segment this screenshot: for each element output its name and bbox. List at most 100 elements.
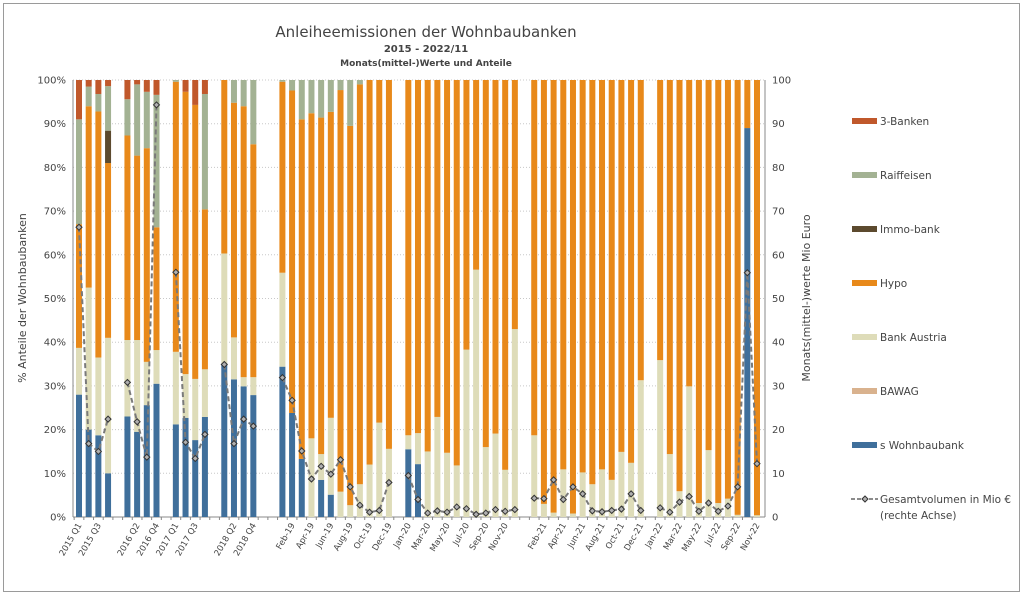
bar-segment-hypo: [85, 106, 92, 288]
bar-segment-raiffeisen: [134, 84, 141, 156]
line-point-marker: [685, 492, 693, 501]
bar-segment-hypo: [347, 125, 354, 506]
bar-segment-hypo: [298, 119, 305, 459]
line-point-marker: [753, 459, 761, 468]
right-axis: 0 10 20 30 40 50 60 70 80 90 100: [772, 76, 791, 524]
right-tick-label: 100: [772, 76, 791, 87]
line-point-marker: [443, 508, 451, 516]
line-point-marker: [433, 507, 442, 515]
bar-segment-s-wohnbaubank: [221, 363, 228, 517]
bar-segment-raiffeisen: [95, 93, 102, 112]
line-point-marker: [617, 505, 626, 513]
bar-segment-bank-austria: [569, 513, 576, 517]
line-point-marker: [249, 422, 258, 430]
bar-segment-bank-austria: [376, 422, 383, 517]
chart-title: Anleiheemissionen der Wohnbaubanken: [275, 23, 576, 41]
line-point-marker: [569, 483, 577, 491]
line-point-marker: [201, 430, 209, 439]
bar-segment-raiffeisen: [76, 119, 82, 225]
bar-segment-raiffeisen: [153, 94, 160, 228]
bar-segment-hypo: [657, 80, 664, 361]
bar-segment-bank-austria: [221, 253, 228, 364]
bar-segment-hypo: [608, 80, 615, 480]
bar-segment-bank-austria: [105, 337, 112, 474]
left-tick-label: 90%: [44, 119, 66, 130]
line-point-marker: [133, 418, 141, 426]
bar-segment-3-banken: [76, 80, 82, 120]
legend-label: Gesamtvolumen in Mio €: [880, 494, 1011, 506]
bar-segment-hypo: [327, 111, 334, 418]
line-point-marker: [578, 490, 587, 498]
right-tick-label: 50: [772, 294, 785, 305]
bar-segment-hypo: [444, 80, 451, 453]
line-segment: [281, 377, 390, 514]
line-point-marker: [675, 498, 684, 506]
bar-segment-hypo: [124, 135, 131, 341]
bar-segment-hypo: [240, 106, 247, 378]
line-point-marker: [453, 503, 461, 511]
line-segment: [78, 227, 110, 454]
bar-segment-3-banken: [201, 80, 208, 94]
right-tick-label: 30: [772, 381, 785, 392]
line-point-marker: [588, 507, 597, 515]
bar-segment-hypo: [405, 80, 412, 436]
line-point-marker: [540, 494, 548, 503]
bar-segment-bank-austria: [192, 378, 199, 441]
line-point-marker: [123, 378, 132, 387]
bar-segment-raiffeisen: [240, 80, 247, 107]
line-point-marker: [172, 268, 180, 276]
bar-segment-hypo: [637, 80, 644, 381]
bar-segment-hypo: [579, 80, 586, 473]
bar-segment-bank-austria: [666, 454, 673, 517]
bar-segment-bank-austria: [95, 357, 102, 436]
bar-segment-raiffeisen: [356, 80, 363, 85]
bar-segment-hypo: [599, 80, 606, 470]
bar-segment-hypo: [289, 90, 296, 413]
bar-segment-bank-austria: [511, 329, 518, 517]
bar-segment-bank-austria: [434, 416, 441, 517]
bar-segment-bank-austria: [172, 351, 179, 425]
bar-segment-hypo: [715, 80, 722, 504]
line-point-marker: [94, 447, 103, 456]
bar-segment-s-wohnbaubank: [95, 435, 102, 517]
line-point-marker: [714, 507, 722, 516]
bar-segment-bank-austria: [754, 515, 760, 517]
line-point-marker: [530, 494, 538, 502]
line-point-marker: [365, 508, 374, 516]
line-point-marker: [423, 509, 432, 517]
line-point-marker: [414, 495, 422, 504]
line-point-marker: [743, 269, 752, 277]
bar-segment-bank-austria: [502, 469, 509, 517]
bar-segment-s-wohnbaubank: [192, 440, 199, 517]
line-point-marker: [559, 495, 567, 504]
left-tick-label: 10%: [44, 469, 66, 480]
bar-segment-s-wohnbaubank: [172, 424, 179, 517]
bar-segment-hypo: [686, 80, 693, 387]
legend-swatch: [852, 226, 877, 232]
line-point-marker: [239, 415, 248, 423]
bar-segment-hypo: [385, 80, 392, 449]
line-point-marker: [84, 439, 93, 448]
bar-segment-hypo: [143, 148, 150, 362]
bar-segment-bank-austria: [356, 484, 363, 517]
bar-segment-hypo: [356, 84, 363, 485]
right-tick-label: 40: [772, 338, 785, 349]
bar-segment-hypo: [705, 80, 712, 451]
bar-segment-bank-austria: [492, 433, 499, 517]
line-point-marker: [704, 499, 713, 507]
bar-segment-s-wohnbaubank: [415, 464, 421, 517]
bar-segment-bank-austria: [550, 512, 557, 517]
bar-segment-bank-austria: [618, 451, 625, 517]
line-point-marker: [724, 502, 732, 510]
line-point-marker: [327, 470, 335, 478]
line-point-marker: [501, 507, 509, 516]
bar-segment-hypo: [628, 80, 635, 463]
bar-segment-s-wohnbaubank: [250, 395, 257, 517]
bar-segment-bank-austria: [337, 491, 344, 517]
bar-segment-hypo: [134, 155, 141, 341]
bar-segment-s-wohnbaubank: [230, 379, 237, 517]
bar-segment-hypo: [105, 163, 112, 338]
legend-label: 3-Banken: [880, 116, 929, 128]
bar-segment-hypo: [744, 80, 751, 129]
bar-segment-hypo: [201, 209, 208, 370]
